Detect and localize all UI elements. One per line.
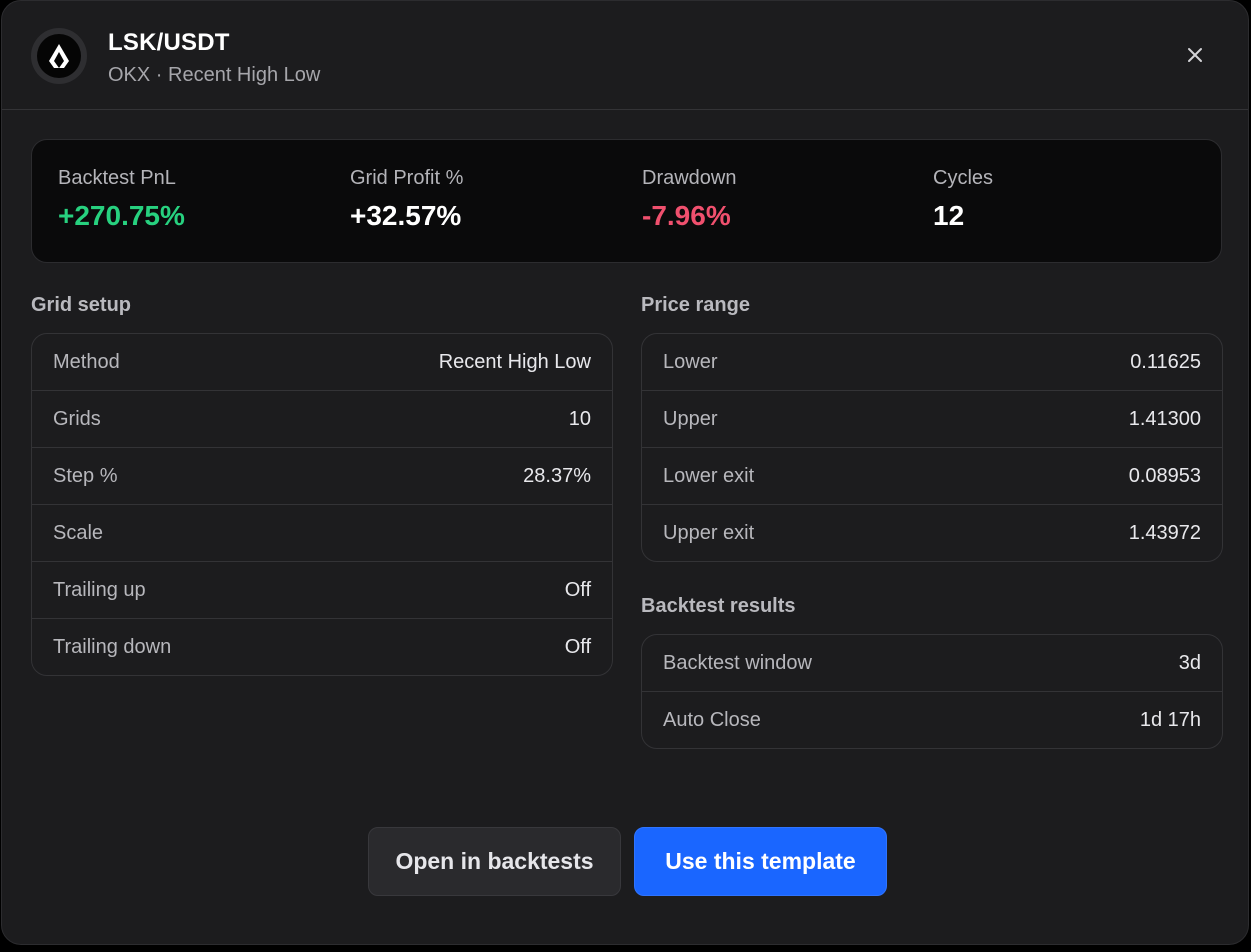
- open-in-backtests-button[interactable]: Open in backtests: [368, 827, 621, 896]
- backtest-results-title: Backtest results: [641, 595, 796, 617]
- price-range-card: Lower 0.11625 Upper 1.41300 Lower exit 0…: [641, 333, 1223, 562]
- stat-backtest-pnl: Backtest PnL +270.75%: [58, 167, 185, 232]
- row-value: 0.11625: [1130, 350, 1201, 373]
- row-value: 10: [568, 407, 591, 430]
- row-label: Scale: [53, 521, 104, 544]
- stat-cycles: Cycles 12: [933, 167, 993, 232]
- stats-panel: Backtest PnL +270.75% Grid Profit % +32.…: [31, 139, 1222, 263]
- row-value: Off: [564, 635, 591, 658]
- table-row: Upper exit 1.43972: [642, 505, 1222, 561]
- stat-value: -7.96%: [642, 200, 731, 231]
- stat-label: Grid Profit %: [350, 167, 464, 189]
- stat-label: Backtest PnL: [58, 167, 176, 189]
- close-icon: [1188, 48, 1202, 62]
- stat-grid-profit: Grid Profit % +32.57%: [350, 167, 463, 232]
- table-row: Trailing down Off: [32, 619, 612, 675]
- use-template-button[interactable]: Use this template: [634, 827, 887, 896]
- row-label: Grids: [53, 407, 101, 430]
- row-label: Trailing up: [53, 578, 146, 601]
- table-row: Auto Close 1d 17h: [642, 692, 1222, 748]
- row-label: Lower exit: [663, 464, 755, 487]
- stat-label: Drawdown: [642, 167, 737, 189]
- table-row: Method Recent High Low: [32, 334, 612, 391]
- row-value: 3d: [1178, 651, 1201, 674]
- stat-value: +32.57%: [350, 200, 462, 231]
- table-row: Lower 0.11625: [642, 334, 1222, 391]
- row-value: 1.41300: [1128, 407, 1201, 430]
- avatar: [31, 28, 87, 84]
- table-row: Upper 1.41300: [642, 391, 1222, 448]
- page-title: LSK/USDT: [108, 29, 230, 56]
- row-value: 0.08953: [1128, 464, 1201, 487]
- row-label: Trailing down: [53, 635, 172, 658]
- modal-header: LSK/USDT OKX · Recent High Low: [2, 1, 1248, 110]
- page-subtitle: OKX · Recent High Low: [108, 64, 321, 86]
- table-row: Lower exit 0.08953: [642, 448, 1222, 505]
- grid-setup-title: Grid setup: [31, 294, 132, 316]
- table-row: Backtest window 3d: [642, 635, 1222, 692]
- stat-drawdown: Drawdown -7.96%: [642, 167, 736, 232]
- table-row: Trailing up Off: [32, 562, 612, 619]
- stat-value: 12: [933, 200, 965, 231]
- backtest-results-card: Backtest window 3d Auto Close 1d 17h: [641, 634, 1223, 749]
- close-button[interactable]: [1179, 39, 1211, 71]
- row-label: Upper exit: [663, 521, 755, 544]
- table-row: Step % 28.37%: [32, 448, 612, 505]
- row-value: 1d 17h: [1139, 708, 1201, 731]
- table-row: Scale: [32, 505, 612, 562]
- price-range-title: Price range: [641, 294, 750, 316]
- row-label: Upper: [663, 407, 718, 430]
- table-row: Grids 10: [32, 391, 612, 448]
- row-value: Off: [564, 578, 591, 601]
- row-label: Backtest window: [663, 651, 812, 674]
- grid-setup-card: Method Recent High Low Grids 10 Step % 2…: [31, 333, 613, 676]
- row-value: Recent High Low: [438, 350, 591, 373]
- row-label: Step %: [53, 464, 118, 487]
- row-value: 28.37%: [523, 464, 591, 487]
- row-value: 1.43972: [1128, 521, 1201, 544]
- row-label: Auto Close: [663, 708, 761, 731]
- lisk-logo-icon: [37, 34, 81, 78]
- stat-label: Cycles: [933, 167, 994, 189]
- row-label: Lower: [663, 350, 718, 373]
- stat-value: +270.75%: [58, 200, 185, 231]
- row-label: Method: [53, 350, 120, 373]
